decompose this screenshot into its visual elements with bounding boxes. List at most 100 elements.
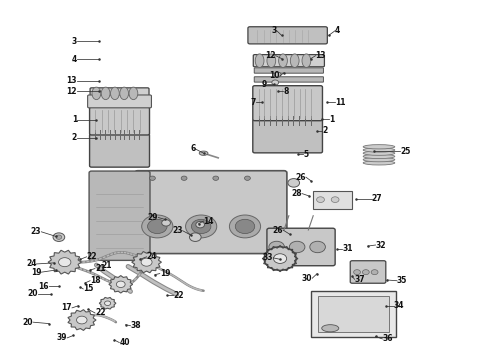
FancyBboxPatch shape	[90, 107, 149, 135]
Circle shape	[269, 241, 285, 253]
Text: 10: 10	[270, 71, 280, 80]
Circle shape	[186, 215, 217, 238]
Text: 28: 28	[292, 189, 302, 198]
Circle shape	[229, 215, 261, 238]
Text: 35: 35	[397, 276, 407, 285]
Polygon shape	[109, 276, 133, 293]
Text: 7: 7	[250, 98, 256, 107]
Ellipse shape	[363, 161, 395, 165]
Text: 4: 4	[335, 26, 341, 35]
Text: 19: 19	[160, 269, 170, 278]
Circle shape	[289, 241, 305, 253]
Circle shape	[331, 197, 339, 203]
Text: 11: 11	[335, 98, 345, 107]
Polygon shape	[262, 246, 298, 272]
Circle shape	[272, 80, 279, 85]
Text: 23: 23	[31, 227, 41, 236]
Circle shape	[273, 254, 287, 264]
Ellipse shape	[363, 151, 395, 156]
Ellipse shape	[129, 87, 138, 100]
Circle shape	[363, 270, 369, 275]
Bar	[313, 191, 352, 208]
Ellipse shape	[363, 154, 395, 158]
Bar	[311, 291, 396, 337]
Text: 40: 40	[119, 338, 130, 347]
Text: 38: 38	[130, 321, 141, 330]
Text: 1: 1	[72, 116, 77, 125]
Ellipse shape	[279, 54, 288, 67]
Circle shape	[53, 233, 65, 242]
Circle shape	[196, 221, 204, 228]
Circle shape	[162, 220, 171, 226]
Circle shape	[354, 270, 361, 275]
Ellipse shape	[302, 54, 311, 67]
Text: 4: 4	[72, 55, 77, 64]
Text: 26: 26	[295, 173, 306, 182]
Text: 17: 17	[61, 303, 72, 312]
Text: 24: 24	[147, 252, 157, 261]
Ellipse shape	[363, 145, 395, 149]
Circle shape	[56, 235, 62, 239]
Text: 8: 8	[283, 87, 289, 96]
Circle shape	[104, 301, 111, 306]
Text: 16: 16	[39, 282, 49, 291]
FancyBboxPatch shape	[90, 134, 149, 167]
Text: 14: 14	[203, 217, 214, 226]
FancyBboxPatch shape	[253, 120, 322, 153]
Text: 3: 3	[72, 37, 77, 46]
Circle shape	[76, 316, 87, 324]
Ellipse shape	[363, 157, 395, 162]
Circle shape	[147, 219, 167, 234]
Circle shape	[149, 176, 155, 180]
Text: 20: 20	[27, 289, 38, 298]
Ellipse shape	[267, 54, 276, 67]
Ellipse shape	[363, 148, 395, 152]
Text: 2: 2	[72, 133, 77, 142]
Text: 9: 9	[262, 80, 267, 89]
Polygon shape	[68, 310, 96, 330]
Circle shape	[288, 179, 299, 187]
Text: 19: 19	[31, 268, 41, 277]
Text: 1: 1	[329, 115, 334, 124]
Ellipse shape	[290, 54, 299, 67]
Text: 33: 33	[263, 253, 273, 262]
Ellipse shape	[120, 87, 128, 100]
Circle shape	[181, 176, 187, 180]
FancyBboxPatch shape	[88, 95, 151, 108]
Circle shape	[190, 233, 201, 242]
Polygon shape	[48, 250, 81, 274]
Bar	[318, 296, 389, 332]
Text: 3: 3	[271, 26, 277, 35]
Text: 39: 39	[57, 333, 67, 342]
Polygon shape	[99, 297, 116, 309]
Text: 36: 36	[382, 334, 393, 343]
Text: 12: 12	[67, 87, 77, 96]
Text: 20: 20	[23, 318, 33, 327]
FancyBboxPatch shape	[89, 171, 150, 260]
Ellipse shape	[199, 151, 208, 156]
Text: 13: 13	[316, 51, 326, 60]
Ellipse shape	[101, 87, 110, 100]
Circle shape	[245, 176, 250, 180]
Ellipse shape	[92, 87, 101, 100]
Ellipse shape	[111, 87, 119, 100]
FancyBboxPatch shape	[135, 171, 287, 253]
FancyBboxPatch shape	[350, 261, 386, 283]
Text: 5: 5	[303, 150, 309, 159]
Text: 26: 26	[272, 225, 283, 234]
Circle shape	[274, 72, 281, 77]
Text: 34: 34	[393, 301, 404, 310]
Circle shape	[141, 258, 152, 266]
Circle shape	[310, 241, 325, 253]
Text: 27: 27	[372, 194, 382, 203]
FancyBboxPatch shape	[91, 100, 148, 105]
Text: 13: 13	[67, 76, 77, 85]
Circle shape	[213, 176, 219, 180]
Circle shape	[235, 219, 255, 234]
FancyBboxPatch shape	[254, 68, 323, 73]
Text: 22: 22	[173, 291, 183, 300]
Ellipse shape	[322, 325, 339, 332]
FancyBboxPatch shape	[254, 77, 323, 82]
Text: 37: 37	[355, 275, 365, 284]
Text: 22: 22	[87, 252, 97, 261]
